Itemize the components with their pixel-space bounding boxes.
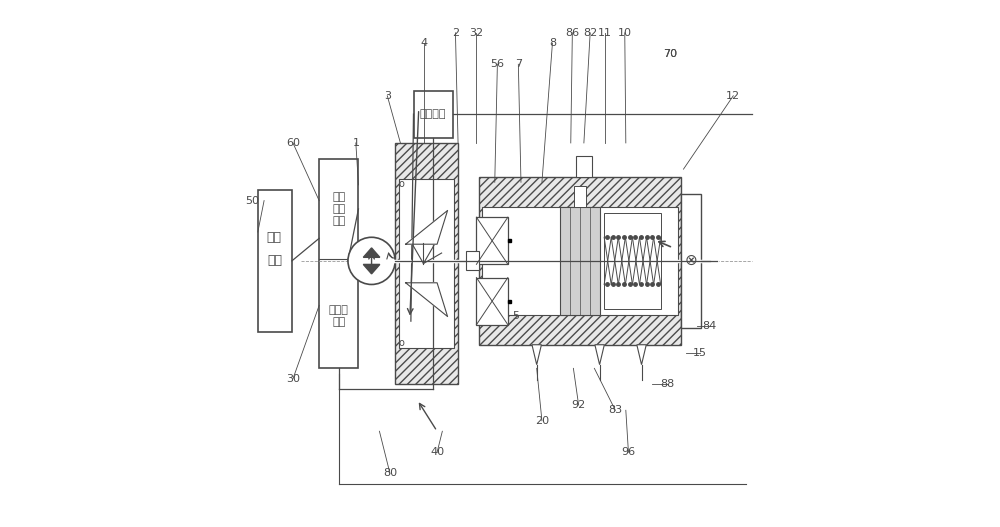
Text: 83: 83: [608, 405, 622, 415]
Text: 70: 70: [663, 49, 677, 59]
Bar: [476, 217, 508, 265]
Text: 50: 50: [246, 196, 260, 206]
Text: 56: 56: [490, 60, 504, 69]
Text: 11: 11: [598, 28, 612, 38]
Circle shape: [348, 237, 395, 285]
Bar: [414, 91, 453, 138]
Text: 84: 84: [703, 321, 717, 331]
Polygon shape: [406, 210, 448, 244]
Polygon shape: [363, 248, 380, 257]
Text: 60: 60: [286, 138, 300, 148]
Text: 车轮: 车轮: [266, 231, 281, 244]
Text: 80: 80: [383, 468, 397, 478]
Text: 4: 4: [420, 38, 428, 48]
Text: 7: 7: [515, 60, 522, 69]
Bar: [574, 186, 586, 207]
Polygon shape: [595, 345, 604, 365]
Bar: [482, 207, 678, 315]
Bar: [399, 179, 454, 348]
Text: 20: 20: [535, 416, 549, 426]
Text: 10: 10: [618, 28, 632, 38]
Text: 92: 92: [572, 400, 586, 410]
Polygon shape: [508, 239, 511, 242]
Text: 2: 2: [452, 28, 459, 38]
Bar: [681, 194, 701, 328]
Text: 减速
传动
装置: 减速 传动 装置: [332, 192, 345, 227]
Bar: [395, 143, 458, 384]
Polygon shape: [363, 265, 380, 274]
Text: 8: 8: [549, 38, 556, 48]
Text: 86: 86: [565, 28, 579, 38]
Text: 3: 3: [384, 91, 391, 101]
Text: 车轮: 车轮: [267, 255, 282, 267]
Text: o: o: [399, 179, 404, 189]
Text: 5: 5: [512, 311, 519, 321]
Text: 70: 70: [663, 49, 677, 59]
Text: 30: 30: [286, 374, 300, 384]
Bar: [258, 190, 292, 331]
Bar: [319, 159, 358, 368]
Text: o: o: [399, 338, 404, 348]
Polygon shape: [637, 345, 646, 365]
Bar: [466, 251, 479, 270]
Text: 控制单元: 控制单元: [420, 109, 446, 119]
Polygon shape: [532, 345, 541, 365]
Text: 40: 40: [430, 447, 444, 457]
Text: 12: 12: [726, 91, 740, 101]
Text: 32: 32: [469, 28, 483, 38]
Polygon shape: [508, 299, 511, 302]
Text: ⊗: ⊗: [684, 253, 697, 268]
Bar: [604, 212, 661, 309]
Text: 转速传
感器: 转速传 感器: [329, 305, 349, 327]
Text: 82: 82: [583, 28, 597, 38]
Text: 96: 96: [621, 447, 635, 457]
Bar: [576, 156, 592, 177]
Bar: [479, 177, 681, 345]
Text: 15: 15: [693, 348, 707, 358]
Bar: [560, 207, 600, 315]
Text: 1: 1: [352, 138, 359, 148]
Text: 88: 88: [661, 379, 675, 389]
Bar: [476, 278, 508, 325]
Polygon shape: [406, 283, 448, 317]
